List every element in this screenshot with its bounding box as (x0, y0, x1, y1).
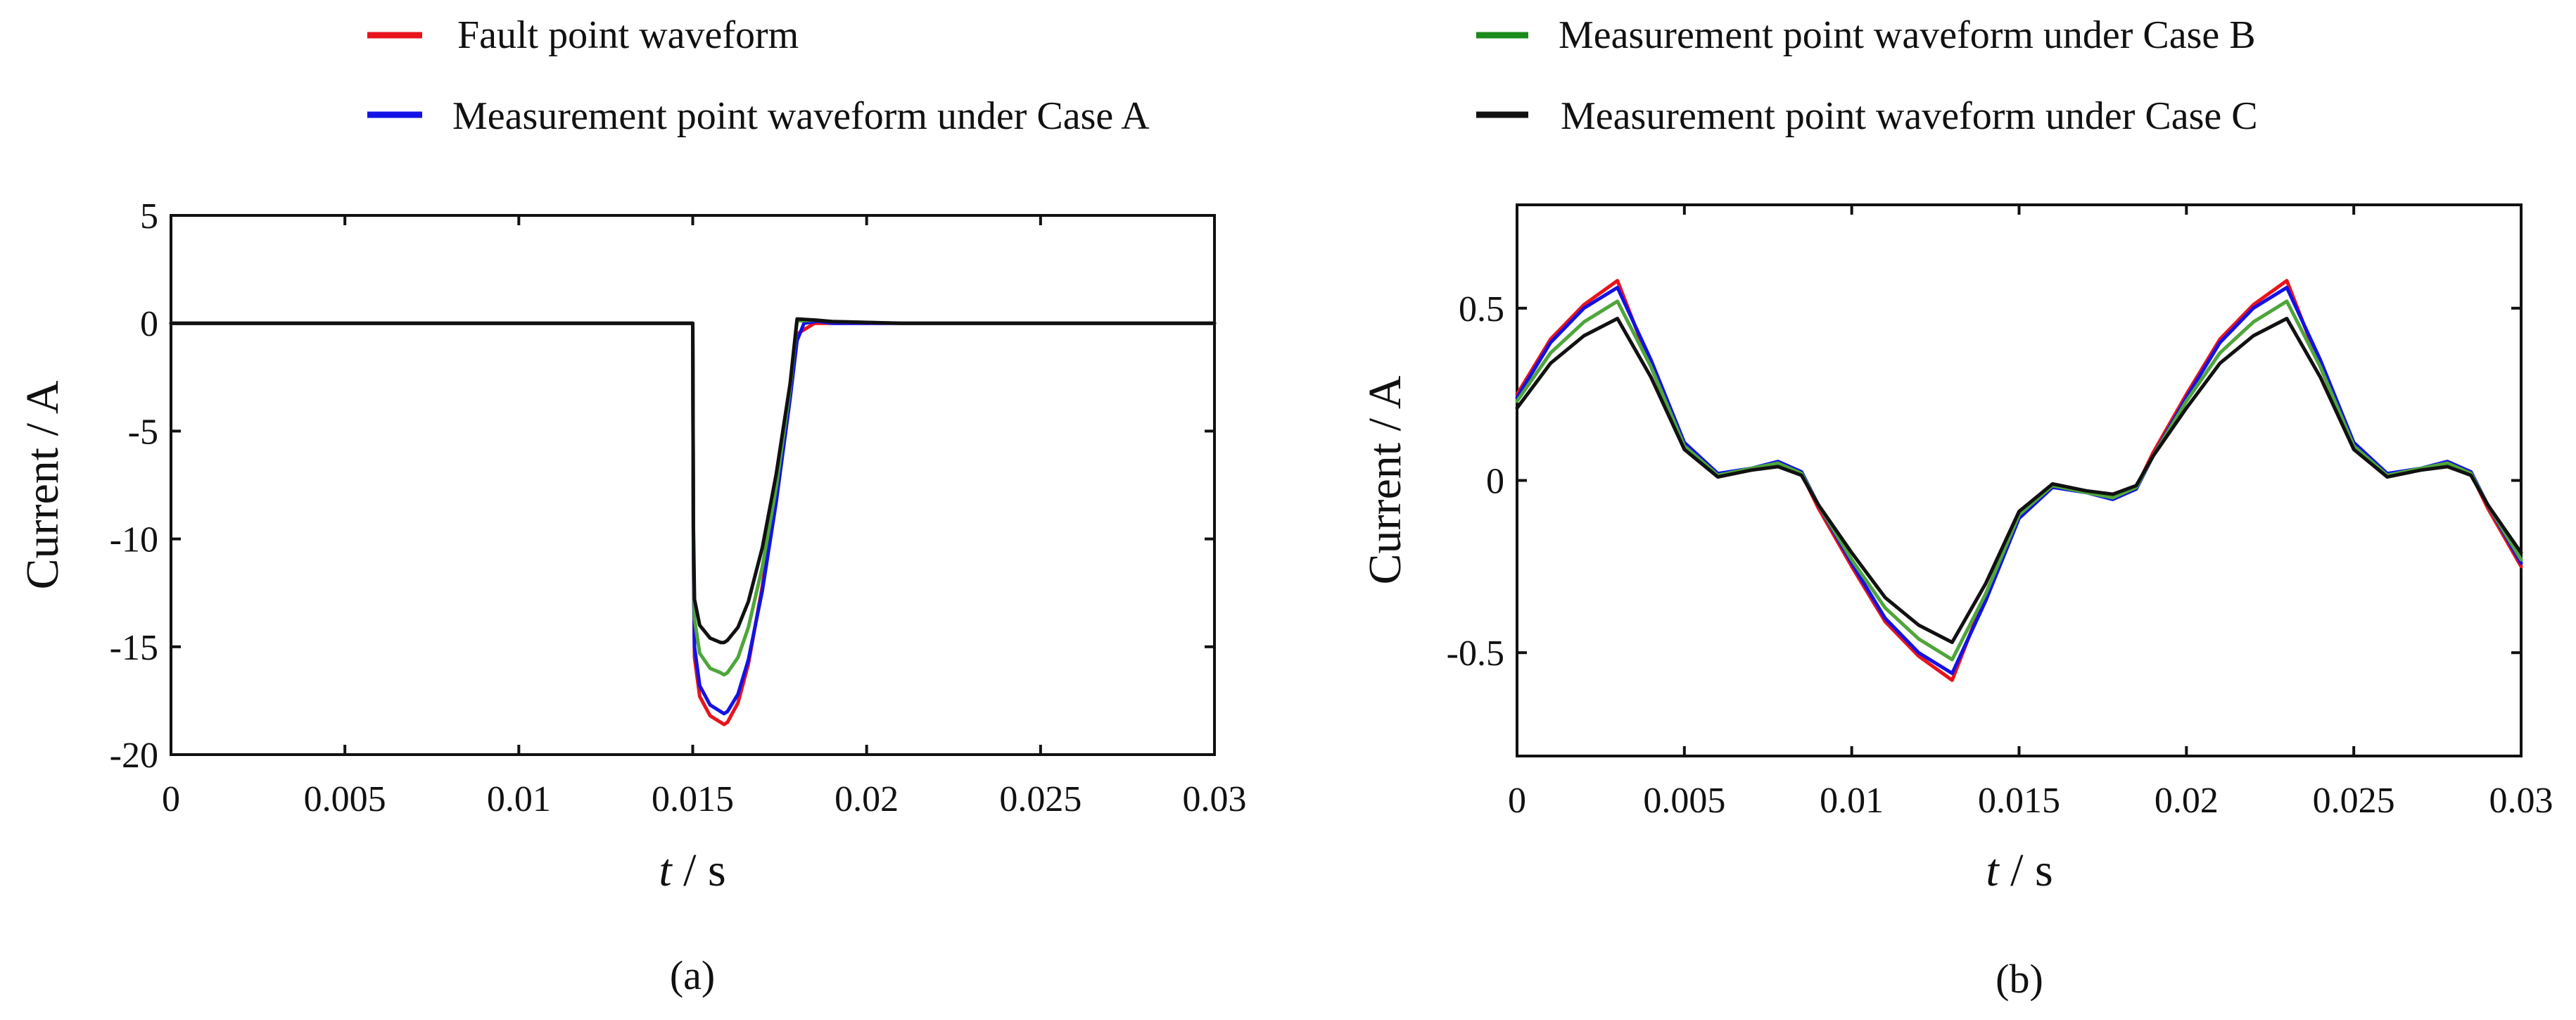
x-tick-label-b-0-01: 0.01 (1820, 781, 1884, 821)
series-line-a-case-a (169, 319, 1217, 716)
x-ticks-b: 0 0.005 0.01 0.015 0.02 0.025 0.03 (1508, 205, 2553, 821)
panel-caption-a: (a) (670, 952, 715, 998)
y-axis-title-b: Current / A (1359, 375, 1411, 584)
x-tick-label-b-0-03: 0.03 (2489, 781, 2553, 821)
legend-entry-case-c: Measurement point waveform under Case C (1476, 94, 2258, 138)
x-tick-label-b-0-02: 0.02 (2155, 781, 2219, 821)
series-line-b-case-c (1515, 317, 2523, 644)
y-ticks-a: 5 0 -5 -10 -15 -20 (110, 196, 1214, 776)
y-tick-label-a-5: -5 (128, 412, 158, 452)
legend-entry-fault: Fault point waveform (367, 13, 799, 57)
x-tick-label-a-0-03: 0.03 (1183, 779, 1247, 819)
x-axis-title-a: t / s (659, 845, 725, 896)
series-line-b-fault (1515, 279, 2523, 682)
y-tick-label-b-0-5: 0.5 (1459, 289, 1504, 329)
x-tick-label-b-0-005: 0.005 (1643, 781, 1725, 821)
chart-panel-a: 0 0.005 0.01 0.015 0.02 0.025 0.03 5 0 -5 -10 -15 -… (17, 196, 1247, 998)
x-tick-label-a-0-02: 0.02 (835, 779, 899, 819)
series-b (1515, 279, 2523, 682)
series-a (169, 317, 1217, 726)
x-tick-label-b-0: 0 (1508, 781, 1526, 821)
y-tick-label-a-15: -15 (110, 628, 158, 668)
chart-panel-b: 0 0.005 0.01 0.015 0.02 0.025 0.03 0.5 0 -0.5 t … (1359, 203, 2553, 1002)
x-axis-title-b: t / s (1986, 845, 2052, 896)
x-tick-label-a-0-01: 0.01 (487, 779, 551, 819)
legend-entry-case-a: Measurement point waveform under Case A (367, 94, 1150, 138)
y-tick-label-a-20: -20 (110, 736, 158, 776)
x-tick-label-a-0: 0 (162, 779, 180, 819)
y-ticks-b: 0.5 0 -0.5 (1447, 289, 2521, 674)
legend-label-case-a: Measurement point waveform under Case A (452, 94, 1150, 138)
x-tick-label-b-0-025: 0.025 (2313, 781, 2395, 821)
panel-caption-b: (b) (1996, 956, 2043, 1002)
y-tick-label-a-0: 0 (140, 304, 158, 344)
y-tick-label-a-5: 5 (140, 196, 158, 237)
y-tick-label-b-0: 0 (1486, 462, 1504, 502)
legend-label-case-c: Measurement point waveform under Case C (1561, 94, 2258, 138)
y-tick-label-b-0-5: -0.5 (1447, 634, 1504, 674)
legend-entry-case-b: Measurement point waveform under Case B (1476, 13, 2256, 57)
series-line-a-case-c (169, 317, 1217, 645)
y-axis-title-a: Current / A (17, 380, 68, 589)
series-line-b-case-a (1515, 286, 2523, 675)
series-line-b-case-b (1515, 299, 2523, 662)
y-tick-label-a-10: -10 (110, 520, 158, 560)
legend-label-case-b: Measurement point waveform under Case B (1559, 13, 2256, 57)
x-ticks-a: 0 0.005 0.01 0.015 0.02 0.025 0.03 (162, 215, 1247, 819)
x-tick-label-b-0-015: 0.015 (1978, 781, 2060, 821)
x-tick-label-a-0-025: 0.025 (999, 779, 1081, 819)
legend-label-fault: Fault point waveform (457, 13, 799, 57)
plot-frame-b (1516, 203, 2523, 757)
x-tick-label-a-0-015: 0.015 (652, 779, 734, 819)
legend: Fault point waveform Measurement point w… (367, 13, 2258, 138)
x-tick-label-a-0-005: 0.005 (304, 779, 386, 819)
